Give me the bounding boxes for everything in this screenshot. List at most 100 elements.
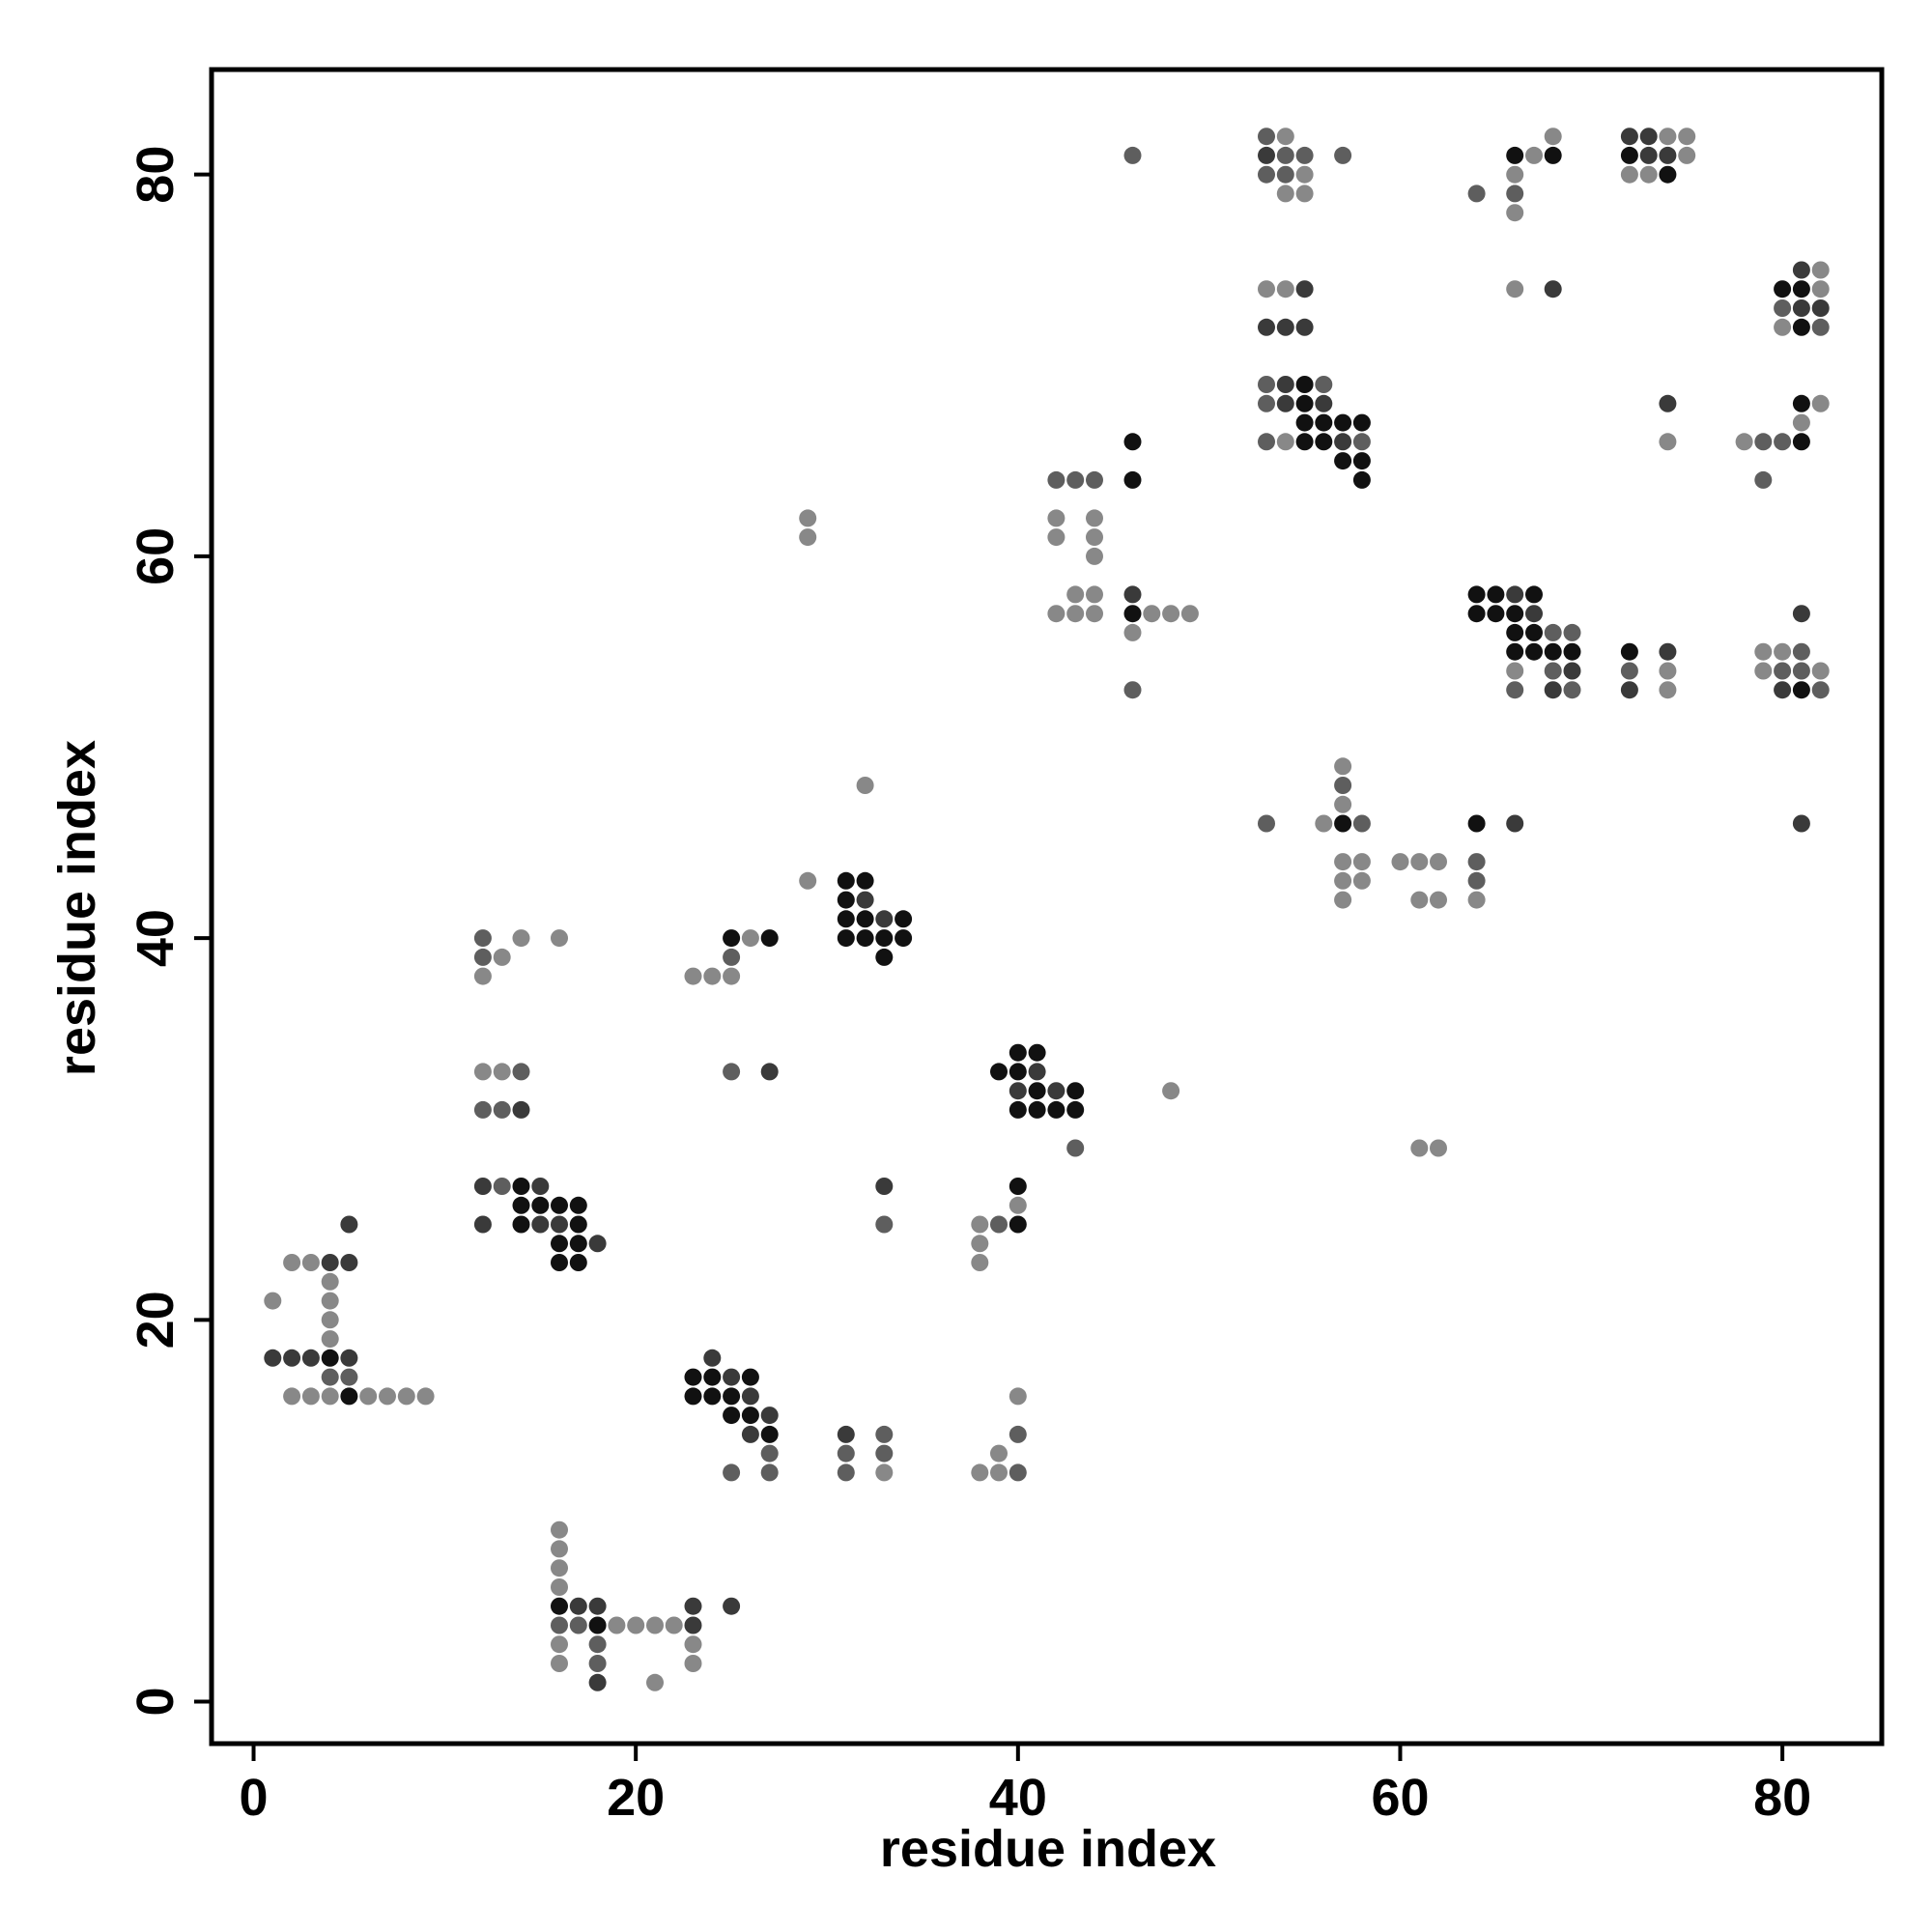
contact-point [1009,1043,1027,1062]
contact-point [1009,1063,1027,1081]
contact-point [1086,528,1103,547]
contact-point [760,1406,779,1425]
contact-point [1639,128,1658,146]
contact-point [875,1444,894,1463]
contact-point [321,1254,339,1271]
contact-point [1467,605,1486,623]
contact-point [1276,433,1294,451]
contact-point [837,1425,855,1443]
contact-point [1180,605,1199,623]
contact-point [512,1100,530,1119]
contact-point [1334,777,1352,794]
contact-point [1525,585,1543,604]
contact-point [493,1100,511,1119]
contact-point [1506,280,1524,298]
contact-point [1659,128,1677,146]
contact-point [1467,814,1486,833]
contact-point [875,910,894,928]
contact-point [1009,1215,1027,1234]
contact-point [1258,814,1275,833]
contact-point [569,1196,587,1214]
contact-point [875,1215,894,1234]
contact-point [1258,128,1275,146]
y-axis: 0 20 40 60 80 [127,146,212,1717]
contact-point [1506,204,1524,222]
contact-point [340,1349,358,1367]
contact-point [1811,394,1830,412]
contact-point [493,1178,511,1195]
contact-point [551,929,568,948]
contact-point [990,1215,1008,1234]
contact-point [1047,1082,1065,1100]
contact-point [741,929,759,948]
contact-point [799,509,817,527]
contact-point [512,1178,530,1195]
contact-point [875,929,894,948]
plot-frame [209,67,1885,1747]
contact-point [1086,470,1103,489]
contact-point [1792,433,1810,451]
contact-point [1754,433,1773,451]
contact-point [1334,891,1352,909]
x-tick-label: 60 [1371,1769,1429,1827]
contact-point [512,929,530,948]
contact-point [1792,662,1810,680]
contact-point [1544,280,1562,298]
x-axis-title: residue index [880,1820,1216,1878]
contact-point [1047,470,1065,489]
contact-point [1792,280,1810,298]
contact-point [856,777,874,794]
contact-point [283,1387,301,1406]
contact-point [1774,299,1792,317]
contact-point [301,1254,320,1271]
contact-point [684,1616,702,1634]
contact-point [1506,623,1524,641]
contact-point [1659,642,1677,661]
contact-point [1506,165,1524,184]
contact-point [1544,128,1562,146]
contact-point [741,1406,759,1425]
contact-point [1295,280,1314,298]
contact-point [1467,853,1486,871]
contact-point [1066,470,1085,489]
contact-point [340,1215,358,1234]
contact-point [837,929,855,948]
contact-point [684,1635,702,1654]
contact-point [1066,1082,1085,1100]
contact-point [971,1235,989,1253]
contact-point [569,1254,587,1271]
contact-point [473,1063,492,1081]
contact-point [1792,605,1810,623]
y-tick-label: 20 [127,1291,185,1349]
contact-point [1047,1100,1065,1119]
contact-point [1276,394,1294,412]
contact-point [1811,299,1830,317]
y-tick-label: 40 [127,909,185,967]
contact-point [990,1063,1008,1081]
contact-point [608,1616,626,1634]
contact-point [1678,128,1696,146]
contact-point [1506,681,1524,699]
contact-point [703,1368,722,1386]
contact-point [551,1215,568,1234]
contact-point [895,929,913,948]
contact-point [1047,605,1065,623]
contact-point [1754,662,1773,680]
contact-point [1487,585,1505,604]
x-tick-label: 20 [607,1769,665,1827]
contact-point [1563,662,1581,680]
contact-point [1467,871,1486,890]
contact-point [416,1387,435,1406]
contact-point [1544,681,1562,699]
contact-point [741,1387,759,1406]
contact-point [1792,681,1810,699]
contact-point [723,1387,741,1406]
x-tick-label: 0 [239,1769,268,1827]
contact-point [1315,814,1333,833]
contact-point [359,1387,378,1406]
contact-point [1295,165,1314,184]
contact-point [1506,642,1524,661]
contact-point [1544,146,1562,164]
contact-point [1086,585,1103,604]
